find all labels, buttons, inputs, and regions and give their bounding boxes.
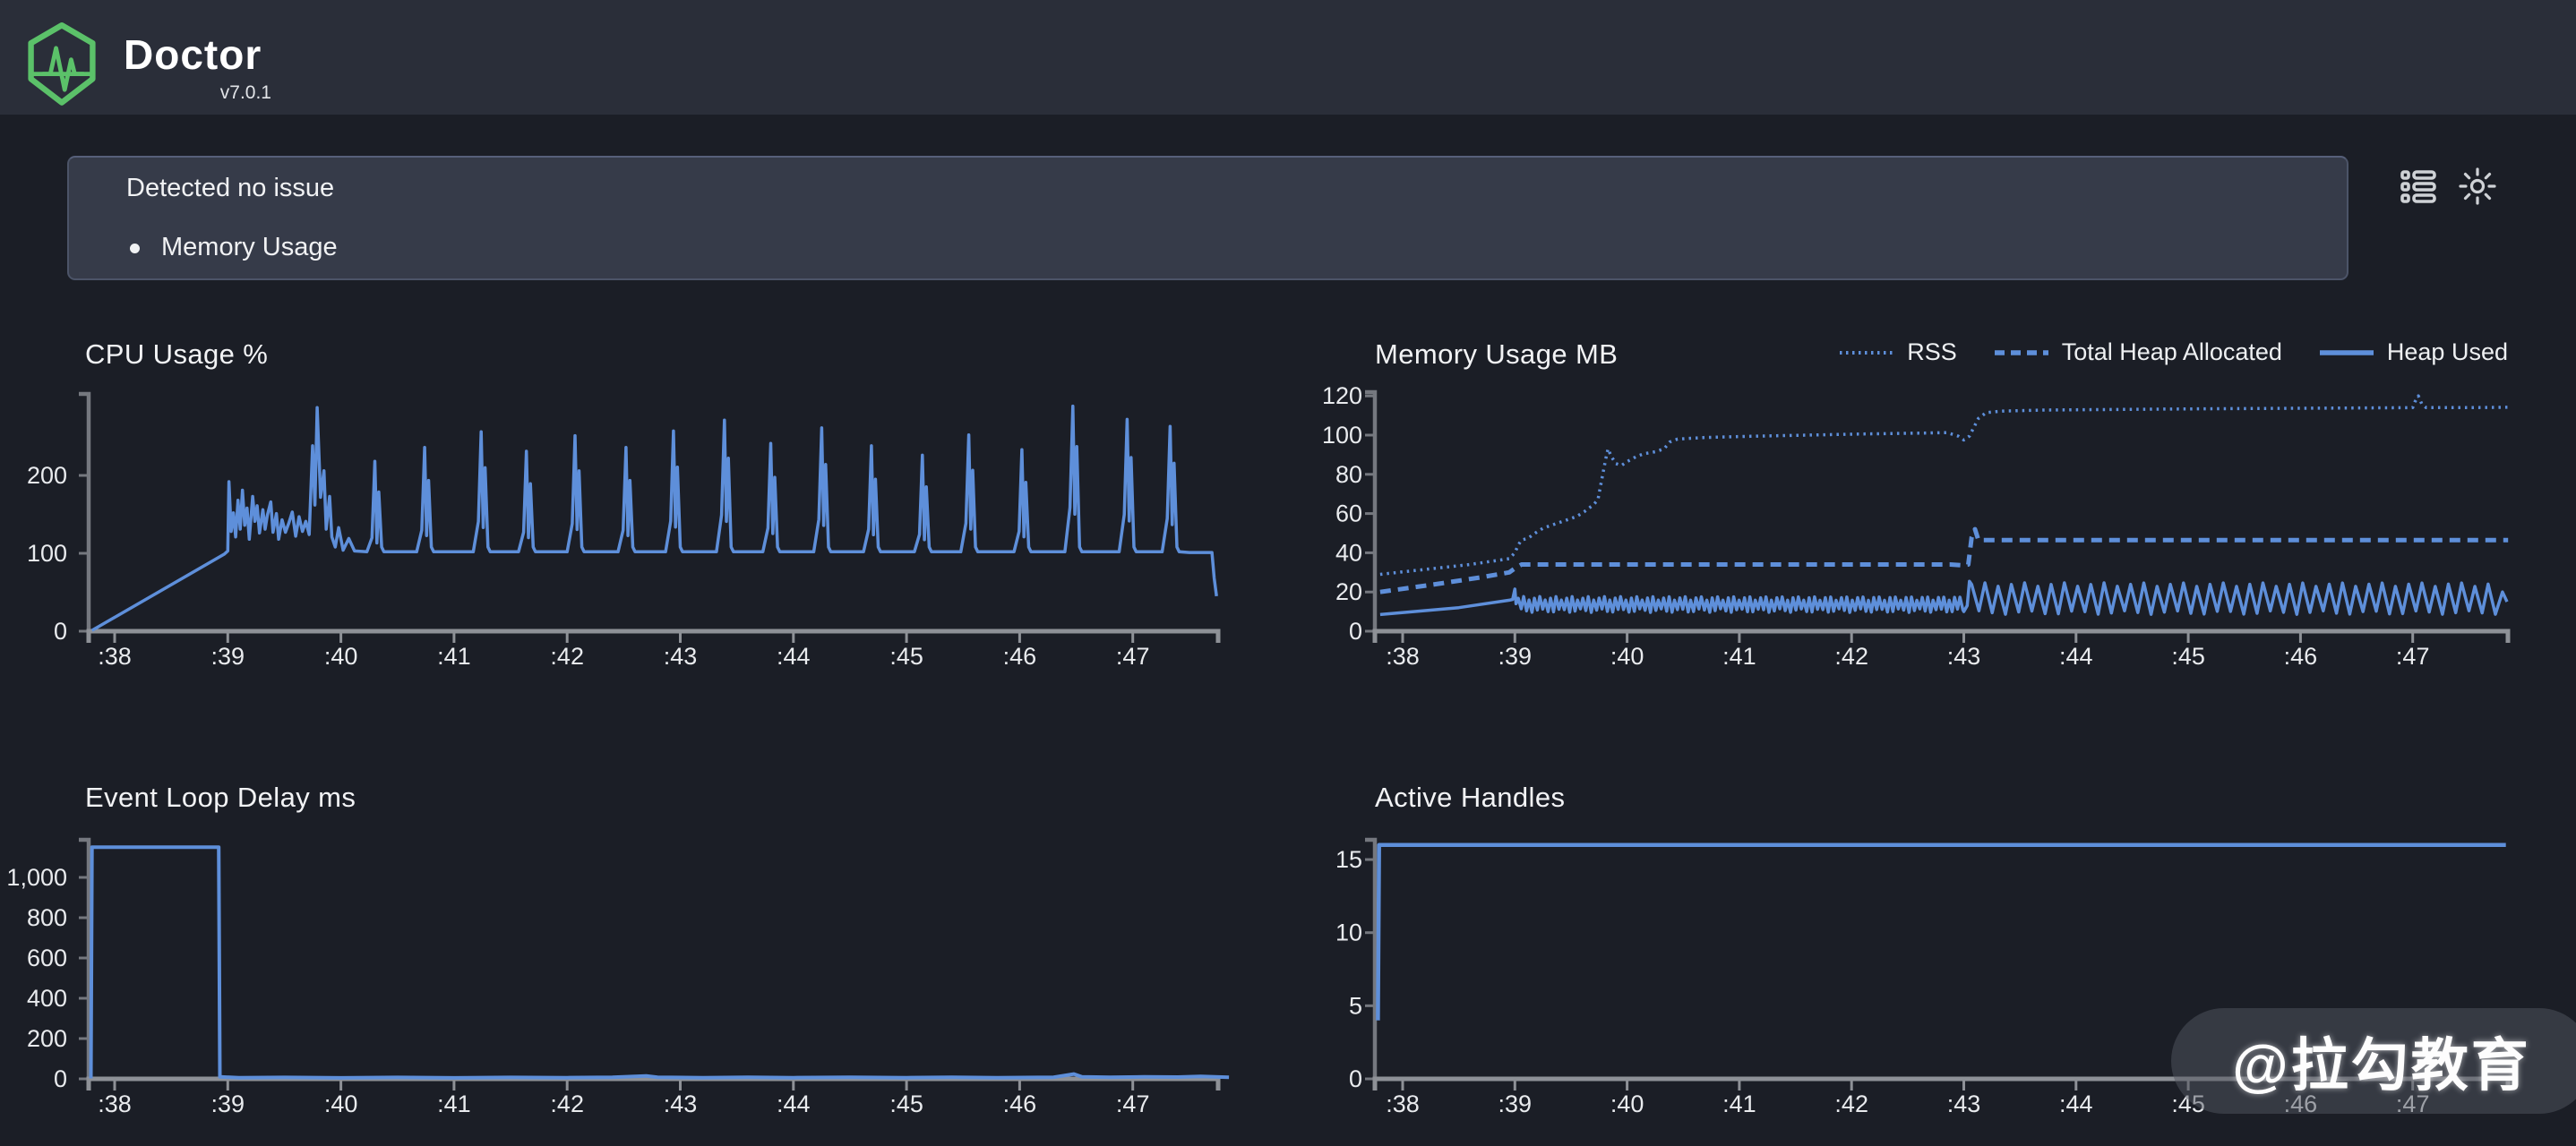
y-axis-tick-label: 1,000 bbox=[6, 864, 67, 891]
dotted-line-swatch-icon bbox=[1840, 350, 1894, 355]
memory-chart-legend: RSS Total Heap Allocated Heap Used bbox=[1702, 338, 2508, 366]
y-axis-tick-label: 120 bbox=[1322, 382, 1362, 409]
x-axis-tick-label: :40 bbox=[324, 643, 358, 670]
x-axis-tick-label: :44 bbox=[777, 1090, 811, 1117]
event-loop-delay-chart: 0 200 400 600 800 1,000 :38 :39 :40 :41 :42 :43 :44:… bbox=[6, 837, 1230, 1117]
y-axis-tick-label: 60 bbox=[1335, 500, 1362, 527]
x-axis-tick-label: :39 bbox=[1498, 1090, 1533, 1117]
memory-usage-chart: 0 20 40 60 80 100 120 :38 :39 :40 :41 :42 :43 :44 :45:… bbox=[1322, 382, 2511, 670]
y-axis-tick-label: 0 bbox=[54, 1065, 67, 1092]
x-axis-tick-label: :43 bbox=[664, 1090, 698, 1117]
y-axis-tick-label: 800 bbox=[27, 904, 67, 931]
x-axis-tick-label: :42 bbox=[550, 1090, 584, 1117]
x-axis-tick-label: :44 bbox=[777, 643, 811, 670]
x-axis-tick-label: :40 bbox=[324, 1090, 358, 1117]
x-axis-tick-label: :46 bbox=[1003, 643, 1037, 670]
x-axis-tick-label: :44 bbox=[2059, 1090, 2093, 1117]
x-axis-tick-label: :47 bbox=[1116, 643, 1150, 670]
solid-line-swatch-icon bbox=[2319, 349, 2374, 355]
x-axis-tick-label: :46 bbox=[2284, 643, 2318, 670]
y-axis-tick-label: 200 bbox=[27, 462, 67, 489]
theme-toggle-button[interactable] bbox=[2458, 167, 2497, 206]
series-line-total-heap-allocated bbox=[1379, 526, 2509, 594]
x-axis-tick-label: :44 bbox=[2059, 643, 2093, 670]
y-axis-tick-label: 40 bbox=[1335, 539, 1362, 566]
y-axis-tick-label: 80 bbox=[1335, 461, 1362, 488]
theme-sun-icon bbox=[2459, 167, 2496, 205]
list-view-icon bbox=[2400, 170, 2436, 203]
x-axis-tick-label: :39 bbox=[211, 643, 245, 670]
alert-item-label: Memory Usage bbox=[161, 233, 338, 261]
x-axis-tick-label: :40 bbox=[1610, 643, 1644, 670]
x-axis-tick-label: :45 bbox=[889, 643, 923, 670]
series-line-event-loop-delay bbox=[89, 845, 1230, 1080]
series-line-rss bbox=[1379, 394, 2509, 577]
y-axis-tick-label: 400 bbox=[27, 985, 67, 1012]
x-axis-tick-label: :39 bbox=[211, 1090, 245, 1117]
y-axis-tick-label: 100 bbox=[27, 540, 67, 567]
legend-label: Total Heap Allocated bbox=[2061, 338, 2282, 365]
y-axis-tick-label: 0 bbox=[1349, 618, 1362, 645]
x-axis-tick-label: :38 bbox=[1386, 643, 1420, 670]
cpu-chart-title: CPU Usage % bbox=[85, 338, 269, 370]
x-axis-tick-label: :46 bbox=[1003, 1090, 1037, 1117]
legend-item-heap-used: Heap Used bbox=[2319, 338, 2508, 366]
legend-label: RSS bbox=[1907, 338, 1957, 365]
x-axis-tick-label: :38 bbox=[98, 643, 132, 670]
x-axis-tick-label: :43 bbox=[1947, 1090, 1981, 1117]
series-line-cpu bbox=[90, 404, 1218, 632]
x-axis-tick-label: :42 bbox=[1834, 1090, 1868, 1117]
x-axis-tick-label: :38 bbox=[1386, 1090, 1420, 1117]
y-axis-tick-label: 0 bbox=[54, 618, 67, 645]
bullet-icon bbox=[130, 243, 140, 253]
y-axis-tick-label: 5 bbox=[1349, 992, 1362, 1019]
y-axis-tick-label: 0 bbox=[1349, 1065, 1362, 1092]
x-axis-tick-label: :38 bbox=[98, 1090, 132, 1117]
y-axis-tick-label: 100 bbox=[1322, 422, 1362, 449]
legend-item-rss: RSS bbox=[1840, 338, 1957, 366]
app-header: Doctor v7.0.1 bbox=[0, 0, 2576, 115]
legend-label: Heap Used bbox=[2386, 338, 2508, 365]
x-axis-tick-label: :42 bbox=[550, 643, 584, 670]
x-axis-tick-label: :41 bbox=[1722, 643, 1756, 670]
x-axis-tick-label: :41 bbox=[1722, 1090, 1756, 1117]
legend-item-total-heap: Total Heap Allocated bbox=[1994, 338, 2282, 366]
x-axis-tick-label: :43 bbox=[1947, 643, 1981, 670]
dashed-line-swatch-icon bbox=[1994, 349, 2048, 355]
doctor-logo-icon bbox=[28, 22, 96, 106]
list-view-button[interactable] bbox=[2399, 167, 2438, 206]
status-alert-panel: Detected no issue Memory Usage bbox=[67, 156, 2348, 280]
active-handles-chart-title: Active Handles bbox=[1375, 782, 1566, 813]
app-title: Doctor bbox=[124, 31, 262, 78]
x-axis-tick-label: :41 bbox=[437, 643, 471, 670]
x-axis-tick-label: :39 bbox=[1498, 643, 1533, 670]
y-axis-tick-label: 200 bbox=[27, 1025, 67, 1052]
x-axis-tick-label: :45 bbox=[2171, 643, 2205, 670]
y-axis-tick-label: 10 bbox=[1335, 919, 1362, 946]
y-axis-tick-label: 15 bbox=[1335, 846, 1362, 873]
y-axis-tick-label: 20 bbox=[1335, 578, 1362, 605]
series-line-heap-used bbox=[1379, 579, 2509, 617]
cpu-usage-chart: 0 100 200 :38 :39 :40 :41 :42 :43 :44 :45 :46 :47 bbox=[27, 391, 1221, 670]
series-line-active-handles bbox=[1376, 842, 2506, 1021]
y-axis-tick-label: 600 bbox=[27, 945, 67, 971]
watermark-text: @拉勾教育 bbox=[2232, 1033, 2531, 1098]
x-axis-tick-label: :47 bbox=[1116, 1090, 1150, 1117]
alert-title: Detected no issue bbox=[126, 174, 335, 202]
app-version: v7.0.1 bbox=[219, 82, 271, 103]
x-axis-tick-label: :40 bbox=[1610, 1090, 1644, 1117]
x-axis-tick-label: :43 bbox=[664, 643, 698, 670]
x-axis-tick-label: :42 bbox=[1834, 643, 1868, 670]
x-axis-tick-label: :45 bbox=[889, 1090, 923, 1117]
event-loop-delay-chart-title: Event Loop Delay ms bbox=[85, 782, 356, 813]
alert-list-item: Memory Usage bbox=[130, 233, 338, 262]
watermark-badge: @拉勾教育 bbox=[2171, 1008, 2576, 1114]
x-axis-tick-label: :41 bbox=[437, 1090, 471, 1117]
x-axis-tick-label: :47 bbox=[2396, 643, 2430, 670]
memory-chart-title: Memory Usage MB bbox=[1375, 338, 1619, 370]
